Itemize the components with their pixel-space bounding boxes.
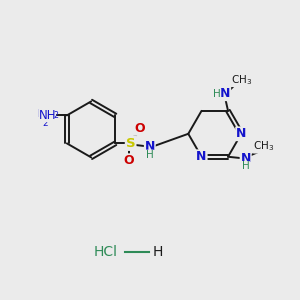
Text: O: O — [134, 122, 145, 135]
Text: O: O — [124, 154, 134, 167]
Text: N: N — [220, 87, 230, 100]
Text: CH$_3$: CH$_3$ — [253, 140, 274, 153]
Text: HCl: HCl — [94, 244, 118, 259]
Text: H: H — [146, 150, 154, 160]
Text: N: N — [241, 152, 251, 165]
Text: H: H — [213, 89, 221, 99]
Text: CH$_3$: CH$_3$ — [231, 73, 252, 87]
Text: H: H — [152, 244, 163, 259]
Text: NH: NH — [37, 109, 54, 119]
Text: S: S — [126, 137, 136, 150]
Text: N: N — [145, 140, 155, 153]
Text: 2: 2 — [43, 119, 48, 128]
Text: NH: NH — [38, 109, 56, 122]
Text: $_2$: $_2$ — [52, 110, 59, 122]
Text: H: H — [242, 161, 250, 171]
Text: N: N — [196, 150, 207, 163]
Text: N: N — [236, 127, 247, 140]
